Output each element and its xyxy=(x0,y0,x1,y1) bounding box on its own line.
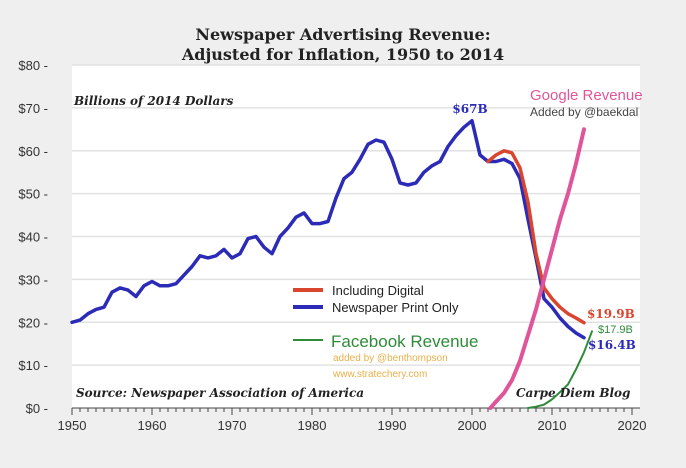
y-tick-label: $60 - xyxy=(18,144,48,159)
x-tick-label: 1950 xyxy=(58,418,87,433)
series-line-including-digital xyxy=(486,149,586,325)
digital-end-label: $19.9B xyxy=(587,307,635,321)
legend-facebook: Facebook Revenue xyxy=(331,332,478,351)
source-note: Source: Newspaper Association of America xyxy=(76,386,364,400)
x-tick-label: 2000 xyxy=(458,418,487,433)
print-end-label: $16.4B xyxy=(588,338,636,352)
y-tick-label: $20 - xyxy=(18,315,48,330)
facebook-site: www.stratechery.com xyxy=(332,369,427,380)
y-tick-label: $10 - xyxy=(18,358,48,373)
peak-label: $67B xyxy=(452,102,487,116)
y-axis-label: Billions of 2014 Dollars xyxy=(73,94,234,108)
x-tick-label: 2020 xyxy=(618,418,647,433)
y-tick-label: $80 - xyxy=(18,58,48,73)
x-tick-label: 1960 xyxy=(138,418,167,433)
y-tick-label: $40 - xyxy=(18,230,48,245)
chart-title-line1: Newspaper Advertising Revenue: xyxy=(195,25,490,44)
y-tick-label: $70 - xyxy=(18,101,48,116)
series-line-newspaper-print-only xyxy=(70,118,586,340)
x-tick-label: 2010 xyxy=(538,418,567,433)
legend-print: Newspaper Print Only xyxy=(332,300,459,315)
x-tick-label: 1990 xyxy=(378,418,407,433)
facebook-credit: added by @benthompson xyxy=(333,353,448,364)
google-credit: Added by @baekdal xyxy=(530,105,638,119)
y-tick-label: $0 - xyxy=(26,401,48,416)
x-tick-label: 1970 xyxy=(218,418,247,433)
x-tick-label: 1980 xyxy=(298,418,327,433)
legend-digital: Including Digital xyxy=(332,283,424,298)
facebook-end-label: $17.9B xyxy=(598,324,633,336)
legend-google: Google Revenue xyxy=(530,87,643,104)
chart-title-line2: Adjusted for Inflation, 1950 to 2014 xyxy=(181,45,504,64)
y-tick-label: $50 - xyxy=(18,187,48,202)
series-line-google-revenue xyxy=(488,127,586,410)
series-line-facebook-revenue xyxy=(527,330,593,409)
blog-note: Carpe Diem Blog xyxy=(516,386,630,400)
y-tick-label: $30 - xyxy=(18,272,48,287)
